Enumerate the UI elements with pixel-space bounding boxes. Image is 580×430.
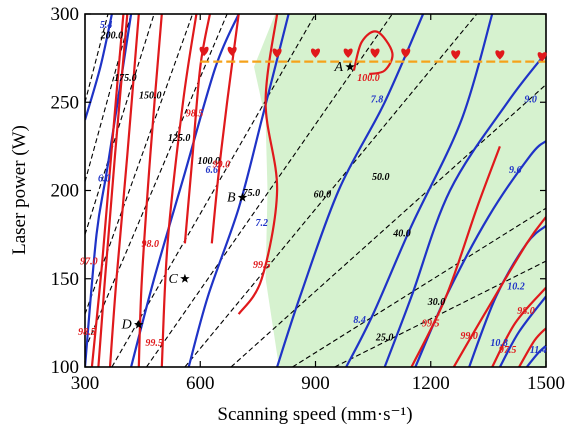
energy-label-6: 60.0 [314, 190, 332, 201]
density-label-8: 99.5 [422, 318, 440, 329]
energy-line-9 [292, 207, 546, 367]
roughness-label-1: 6.0 [98, 174, 111, 185]
roughness-contour-0 [85, 14, 113, 121]
heart-marker-9 [537, 52, 547, 62]
energy-line-0 [85, 14, 109, 103]
density-contour-2 [108, 14, 140, 367]
density-contour-10 [491, 286, 546, 367]
energy-label-2: 150.0 [139, 91, 162, 102]
heart-marker-1 [227, 46, 237, 57]
density-contour-8 [410, 146, 501, 367]
density-contour-5 [183, 14, 211, 244]
roughness-contour-2 [130, 14, 240, 367]
energy-label-5: 75.0 [243, 188, 261, 199]
roughness-label-0: 5.4 [100, 20, 113, 31]
point-label-c: C [169, 272, 179, 287]
density-label-1: 97.0 [80, 257, 98, 268]
roughness-contour-3 [187, 14, 290, 367]
point-marker-d [134, 319, 144, 329]
density-label-4: 99.5 [145, 338, 163, 349]
heart-marker-6 [401, 48, 411, 58]
roughness-label-7: 9.6 [509, 165, 522, 176]
heart-marker-8 [495, 50, 505, 60]
density-label-2: 98.5 [78, 327, 96, 338]
y-tick-label-3: 250 [51, 92, 80, 113]
energy-line-10 [334, 260, 546, 367]
roughness-label-5: 8.4 [353, 315, 366, 326]
heart-marker-7 [451, 50, 461, 60]
energy-line-1 [85, 14, 132, 182]
x-tick-label-2: 900 [301, 373, 330, 394]
x-tick-label-4: 1500 [527, 373, 565, 394]
roughness-label-2: 6.6 [206, 165, 219, 176]
point-label-a: A [334, 60, 344, 75]
density-label-7: 99.5 [253, 260, 271, 271]
heart-marker-2 [272, 48, 282, 58]
plot-area [85, 14, 546, 367]
roughness-contour-10 [525, 344, 546, 367]
density-contour-7 [237, 14, 279, 315]
density-contour-9 [452, 216, 546, 367]
density-contour-11 [518, 327, 546, 367]
point-label-b: B [227, 191, 236, 206]
roughness-label-10: 11.4 [530, 345, 547, 356]
axis-ticks: 300 600 900 1200 1500 100 150 200 250 300 [51, 4, 566, 394]
roughness-label-4: 7.8 [371, 94, 384, 105]
roughness-label-3: 7.2 [255, 218, 268, 229]
point-marker-a [345, 61, 355, 71]
heart-marker-0 [199, 46, 209, 57]
energy-line-4 [85, 14, 228, 350]
density-label-6: 99.0 [213, 160, 231, 171]
roughness-contour-9 [498, 295, 546, 367]
density-label-9: 99.0 [460, 331, 478, 342]
energy-label-8: 40.0 [392, 228, 411, 239]
heart-marker-5 [370, 48, 380, 58]
point-marker-b [237, 192, 248, 202]
y-tick-label-1: 150 [51, 269, 80, 290]
density-label-5: 98.5 [186, 108, 204, 119]
optimal-region [254, 14, 546, 367]
density-contour-0 [90, 14, 125, 367]
roughness-contour-5 [345, 14, 494, 367]
x-tick-label-1: 600 [186, 373, 215, 394]
roughness-label-6: 9.0 [524, 94, 537, 105]
energy-label-1: 175.0 [114, 73, 137, 84]
heart-marker-4 [343, 48, 353, 58]
density-label-12: 100.0 [357, 73, 380, 84]
x-tick-label-0: 300 [71, 373, 100, 394]
energy-label-10: 25.0 [375, 333, 394, 344]
y-axis-title: Laser power (W) [9, 125, 30, 255]
energy-line-2 [85, 14, 155, 235]
energy-label-7: 50.0 [372, 172, 390, 183]
energy-line-3 [85, 14, 194, 315]
x-axis-title: Scanning speed (mm·s⁻¹) [217, 404, 412, 425]
x-tick-label-3: 1200 [412, 373, 450, 394]
energy-line-7 [184, 14, 478, 367]
y-tick-label-2: 200 [51, 181, 80, 202]
roughness-contour-6 [383, 52, 546, 367]
point-label-d: D [121, 318, 132, 333]
roughness-label-8: 10.2 [507, 281, 525, 292]
roughness-label-9: 10.8 [490, 338, 508, 349]
density-label-10: 98.0 [517, 306, 535, 317]
density-contour-4 [160, 14, 198, 367]
y-tick-label-4: 300 [51, 4, 80, 25]
y-tick-label-0: 100 [51, 357, 80, 378]
energy-line-8 [230, 84, 546, 367]
energy-label-0: 200.0 [100, 31, 124, 42]
heart-marker-3 [310, 48, 321, 58]
energy-label-3: 125.0 [168, 133, 191, 144]
energy-label-9: 30.0 [427, 297, 446, 308]
point-marker-c [180, 273, 190, 283]
density-contour-12 [352, 30, 394, 76]
roughness-contour-4 [276, 14, 425, 367]
energy-label-4: 100.0 [197, 156, 220, 167]
density-label-11: 97.5 [499, 345, 517, 356]
density-contour-1 [97, 14, 129, 367]
density-label-3: 98.0 [142, 239, 160, 250]
